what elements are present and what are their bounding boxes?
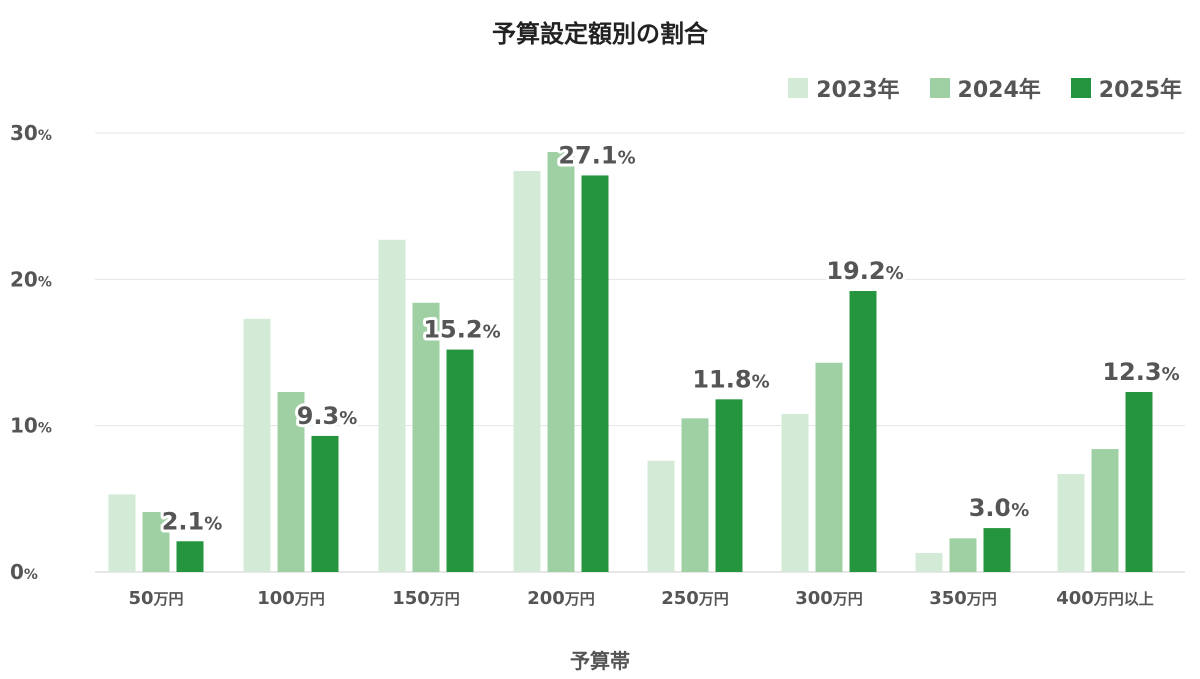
data-label-250: 11.8% xyxy=(692,365,769,393)
bar-2025年-400 xyxy=(1125,392,1153,572)
legend-item-2024: 2024年 xyxy=(929,72,1041,104)
x-tick-label-200: 200万円 xyxy=(527,588,595,609)
bar-2024年-200 xyxy=(547,152,575,573)
x-tick-label-300: 300万円 xyxy=(795,588,863,609)
bar-2025年-350 xyxy=(983,528,1011,572)
bar-2025年-150 xyxy=(446,349,474,572)
y-tick-label-10: 10% xyxy=(10,414,52,438)
data-label-350: 3.0% xyxy=(969,494,1030,522)
x-tick-label-350: 350万円 xyxy=(929,588,997,609)
chart-title: 予算設定額別の割合 xyxy=(492,20,708,48)
bar-2024年-100 xyxy=(277,392,305,572)
bar-2024年-50 xyxy=(142,512,170,572)
legend-label-2025: 2025年 xyxy=(1098,78,1182,103)
data-label-150: 15.2% xyxy=(423,316,500,344)
bar-2024年-150 xyxy=(412,302,440,572)
bar-2024年-300 xyxy=(815,362,843,572)
bar-2023年-200 xyxy=(513,171,541,572)
data-label-100: 9.3% xyxy=(297,402,358,430)
legend-label-2023: 2023年 xyxy=(816,78,900,103)
x-axis-title: 予算帯 xyxy=(570,649,630,673)
legend-swatch-2024 xyxy=(929,78,950,98)
x-tick-label-100: 100万円 xyxy=(257,588,325,609)
x-tick-label-50: 50万円 xyxy=(128,588,183,609)
bar-2025年-300 xyxy=(849,291,877,572)
data-label-200: 27.1% xyxy=(558,141,635,169)
y-tick-label-0: 0% xyxy=(10,560,38,584)
legend-item-2025: 2025年 xyxy=(1070,72,1182,104)
y-tick-label-20: 20% xyxy=(10,267,52,291)
bar-2024年-400 xyxy=(1091,449,1119,572)
legend-swatch-2023 xyxy=(788,78,809,98)
y-tick-label-30: 30% xyxy=(10,121,52,145)
bar-2025年-50 xyxy=(176,541,204,572)
x-tick-label-250: 250万円 xyxy=(661,588,729,609)
data-label-50: 2.1% xyxy=(162,507,223,535)
x-tick-label-400: 400万円以上 xyxy=(1056,588,1154,609)
data-label-400: 12.3% xyxy=(1102,358,1179,386)
legend-swatch-2025 xyxy=(1070,78,1091,98)
bar-2025年-100 xyxy=(311,435,339,572)
bar-2024年-350 xyxy=(949,538,977,572)
bar-2025年-200 xyxy=(581,175,609,573)
bar-2023年-400 xyxy=(1057,473,1085,572)
legend: 2023年 2024年 2025年 xyxy=(788,72,1182,104)
bar-2023年-250 xyxy=(647,460,675,572)
x-tick-label-150: 150万円 xyxy=(392,588,460,609)
bar-2023年-300 xyxy=(781,413,809,572)
bar-2023年-150 xyxy=(378,239,406,572)
bar-2023年-350 xyxy=(915,552,943,572)
bar-2024年-250 xyxy=(681,418,709,572)
legend-label-2024: 2024年 xyxy=(957,78,1041,103)
bar-2023年-100 xyxy=(243,318,271,572)
bar-2023年-50 xyxy=(108,494,136,572)
legend-item-2023: 2023年 xyxy=(788,72,900,104)
data-label-300: 19.2% xyxy=(826,257,903,285)
bar-2025年-250 xyxy=(715,399,743,572)
